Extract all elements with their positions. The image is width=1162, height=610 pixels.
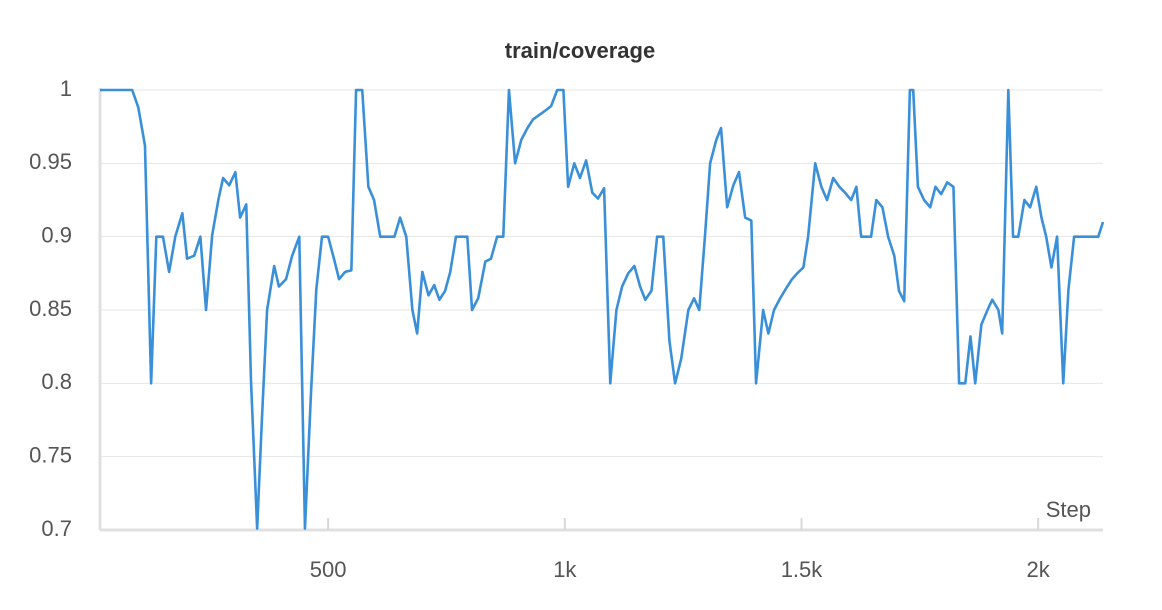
y-tick-label: 0.75 [29,442,72,467]
data-line [100,88,1105,530]
x-tick-label: 500 [310,557,347,582]
y-tick-label: 0.7 [41,516,72,541]
y-tick-label: 1 [60,76,72,101]
y-tick-label: 0.95 [29,149,72,174]
y-tick-label: 0.9 [41,222,72,247]
chart-title: train/coverage [505,38,655,63]
x-tick-label: 1.5k [781,557,824,582]
x-axis-label: Step [1046,497,1091,522]
y-tick-label: 0.85 [29,296,72,321]
y-tick-label: 0.8 [41,369,72,394]
x-tick-label: 2k [1027,557,1051,582]
x-tick-label: 1k [553,557,577,582]
